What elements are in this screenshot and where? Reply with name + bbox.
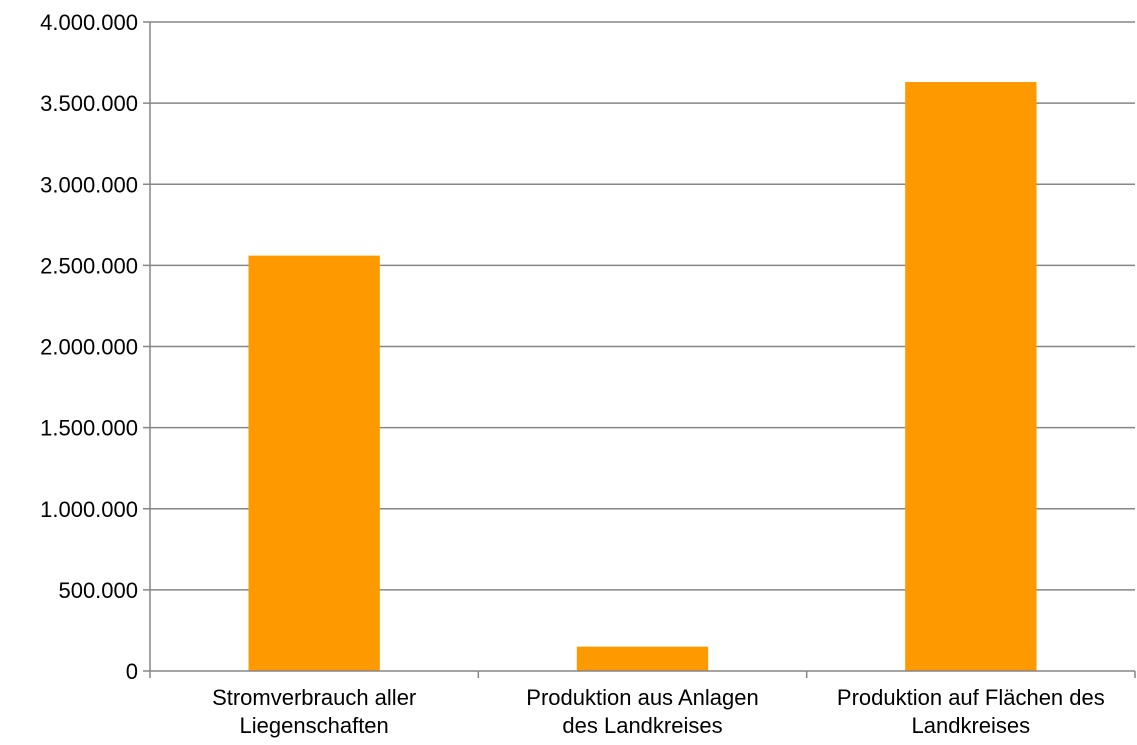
x-tick-label-line: Produktion aus Anlagen [526,685,758,710]
x-tick-label: Stromverbrauch aller Liegenschaften [212,685,416,738]
x-tick-label-line: Liegenschaften [240,713,389,738]
y-tick-label: 3.500.000 [40,91,138,116]
x-tick-label: Produktion aus Anlagen des Landkreises [526,685,758,738]
axes [143,21,1136,678]
y-tick-label: 1.000.000 [40,497,138,522]
x-tick-label: Produktion auf Flächen des Landkreises [837,685,1105,738]
y-tick-label: 500.000 [58,578,138,603]
y-tick-label: 4.000.000 [40,10,138,35]
x-tick-label-line: des Landkreises [562,713,722,738]
y-tick-label: 2.000.000 [40,335,138,360]
x-tick-label-line: Produktion auf Flächen des [837,685,1105,710]
bar [905,82,1037,672]
x-tick-label-line: Landkreises [912,713,1031,738]
y-tick-label: 1.500.000 [40,416,138,441]
bar [576,646,709,671]
bar [248,255,380,671]
y-tick-label: 2.500.000 [40,253,138,278]
bars [248,82,1037,672]
y-tick-label: 0 [126,659,138,684]
y-tick-labels: 0 500.000 1.000.000 1.500.000 2.000.000 2.500… [40,10,138,684]
y-tick-label: 3.000.000 [40,172,138,197]
x-tick-label-line: Stromverbrauch aller [212,685,416,710]
x-tick-labels: Stromverbrauch aller Liegenschaften Produk… [212,685,1105,738]
